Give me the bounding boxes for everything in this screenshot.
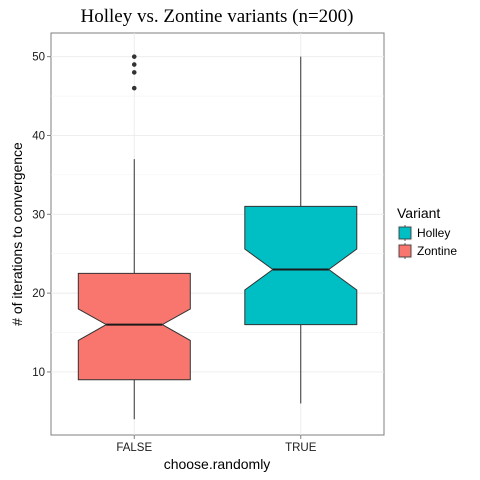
y-tick-label: 20: [32, 288, 45, 300]
legend-title: Variant: [397, 205, 440, 221]
outlier-point: [131, 62, 137, 67]
legend-key-zontine: [398, 244, 412, 258]
outlier-point: [131, 54, 137, 59]
box-holley: [244, 205, 358, 326]
legend-key-holley: [398, 226, 412, 240]
legend-label-zontine: Zontine: [417, 244, 457, 258]
x-axis-title: choose.randomly: [164, 456, 271, 472]
legend-label-holley: Holley: [417, 226, 450, 240]
box-zontine: [77, 272, 191, 381]
x-tick-label: FALSE: [116, 442, 152, 454]
y-axis: 10 20 30 40 50: [32, 52, 51, 379]
x-tick-label: TRUE: [285, 442, 317, 454]
y-tick-label: 30: [32, 209, 45, 221]
boxes: [77, 54, 358, 420]
y-tick-label: 40: [32, 130, 45, 142]
x-axis: FALSE TRUE: [116, 435, 317, 454]
y-tick-label: 50: [32, 52, 45, 64]
outlier-point: [131, 85, 137, 91]
y-axis-title: # of iterations to convergence: [9, 142, 25, 326]
y-tick-label: 10: [32, 367, 45, 379]
legend: Variant Holley Zontine: [396, 205, 457, 260]
outlier-point: [131, 70, 137, 75]
chart-title: Holley vs. Zontine variants (n=200): [81, 6, 354, 27]
